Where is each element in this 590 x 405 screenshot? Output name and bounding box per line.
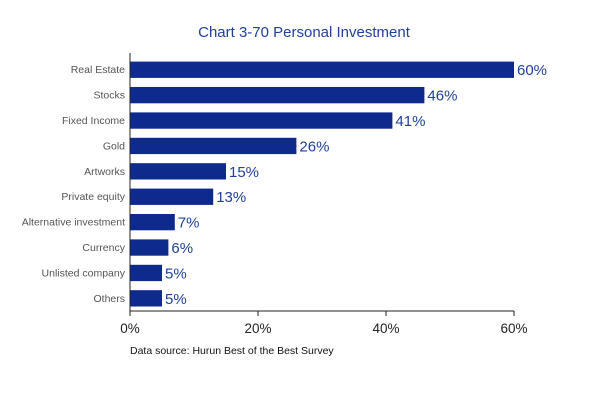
data-label: 5% [165, 265, 187, 282]
category-label: Currency [82, 242, 125, 254]
bar [130, 290, 162, 307]
data-label: 15% [229, 164, 259, 181]
data-label: 5% [165, 291, 187, 308]
data-label: 60% [517, 62, 547, 79]
x-tick-label: 0% [120, 321, 140, 336]
category-label: Gold [103, 140, 125, 152]
data-label: 26% [299, 138, 329, 155]
data-label: 13% [216, 189, 246, 206]
bar [130, 214, 175, 231]
category-label: Fixed Income [62, 115, 125, 127]
category-label: Real Estate [71, 64, 125, 76]
data-label: 7% [178, 215, 200, 232]
bar [130, 264, 162, 282]
bar [130, 87, 425, 104]
bar [130, 112, 393, 129]
category-label: Unlisted company [42, 267, 126, 279]
data-label: 46% [427, 88, 457, 105]
bar [130, 163, 226, 180]
data-source-note: Data source: Hurun Best of the Best Surv… [130, 345, 334, 357]
category-label: Others [93, 293, 125, 305]
data-label: 6% [171, 240, 193, 257]
bar [130, 239, 169, 256]
category-label: Private equity [61, 191, 125, 203]
x-tick-label: 60% [500, 321, 527, 336]
data-label: 41% [395, 113, 425, 130]
bar [130, 188, 214, 205]
bar [130, 137, 297, 155]
category-label: Stocks [93, 90, 125, 102]
bar [130, 61, 514, 78]
x-tick-label: 40% [372, 321, 399, 336]
chart-title: Chart 3-70 Personal Investment [198, 24, 411, 41]
x-tick-label: 20% [244, 321, 271, 336]
category-label: Artworks [84, 166, 125, 178]
category-label: Alternative investment [22, 217, 125, 229]
